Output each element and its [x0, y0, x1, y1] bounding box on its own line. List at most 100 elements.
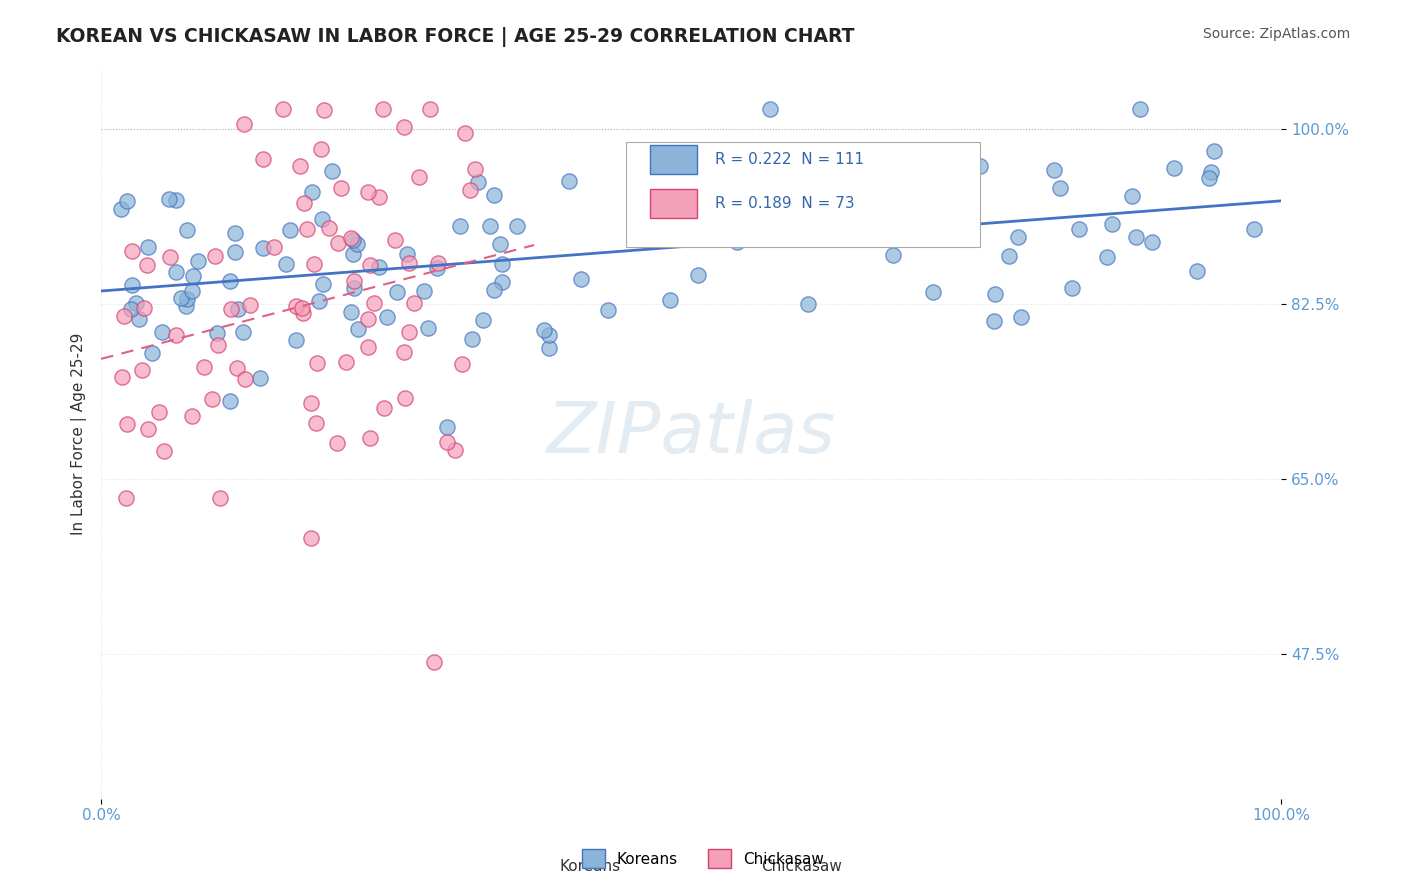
- Text: ZIPatlas: ZIPatlas: [547, 399, 835, 468]
- Point: [478, 219, 501, 233]
- Point: [797, 297, 820, 311]
- Point: [110, 202, 132, 217]
- Point: [252, 152, 274, 166]
- Point: [423, 655, 446, 669]
- Point: [131, 363, 153, 377]
- Point: [458, 183, 481, 197]
- Point: [207, 338, 229, 352]
- Point: [339, 305, 361, 319]
- FancyBboxPatch shape: [626, 142, 980, 247]
- Point: [224, 227, 246, 241]
- Point: [359, 431, 381, 445]
- Point: [180, 285, 202, 299]
- Point: [363, 296, 385, 310]
- Point: [921, 285, 943, 299]
- Point: [983, 314, 1005, 328]
- Point: [339, 231, 361, 245]
- Point: [1067, 222, 1090, 236]
- Point: [153, 444, 176, 458]
- Point: [138, 240, 160, 254]
- Point: [868, 158, 890, 172]
- Y-axis label: In Labor Force | Age 25-29: In Labor Force | Age 25-29: [72, 333, 87, 535]
- Point: [759, 102, 782, 116]
- Point: [181, 268, 204, 283]
- Point: [1140, 235, 1163, 249]
- Point: [894, 171, 917, 186]
- Point: [347, 322, 370, 336]
- Point: [311, 142, 333, 156]
- Text: R = 0.222  N = 111: R = 0.222 N = 111: [714, 153, 863, 168]
- Point: [1010, 310, 1032, 325]
- Point: [278, 223, 301, 237]
- Point: [318, 221, 340, 235]
- Point: [292, 196, 315, 211]
- Point: [1243, 222, 1265, 236]
- Point: [408, 170, 430, 185]
- Text: KOREAN VS CHICKASAW IN LABOR FORCE | AGE 25-29 CORRELATION CHART: KOREAN VS CHICKASAW IN LABOR FORCE | AGE…: [56, 27, 855, 46]
- Point: [484, 188, 506, 202]
- Point: [343, 281, 366, 295]
- Point: [284, 333, 307, 347]
- Point: [335, 355, 357, 369]
- Point: [672, 184, 695, 198]
- Point: [392, 345, 415, 359]
- Point: [1042, 163, 1064, 178]
- Point: [276, 256, 298, 270]
- Point: [377, 310, 399, 325]
- Point: [342, 234, 364, 248]
- Point: [233, 117, 256, 131]
- Point: [569, 272, 592, 286]
- Point: [1198, 170, 1220, 185]
- Point: [326, 236, 349, 251]
- Point: [449, 219, 471, 234]
- Legend: Koreans, Chickasaw: Koreans, Chickasaw: [574, 841, 832, 875]
- Point: [356, 340, 378, 354]
- Point: [394, 391, 416, 405]
- Point: [725, 235, 748, 250]
- Point: [671, 215, 693, 229]
- Point: [302, 257, 325, 271]
- Point: [121, 244, 143, 258]
- Point: [1163, 161, 1185, 175]
- Point: [136, 258, 159, 272]
- Point: [297, 221, 319, 235]
- Point: [371, 102, 394, 116]
- Point: [998, 249, 1021, 263]
- Point: [848, 211, 870, 226]
- Point: [454, 126, 477, 140]
- Point: [204, 249, 226, 263]
- Point: [1060, 281, 1083, 295]
- Point: [233, 372, 256, 386]
- Point: [636, 167, 658, 181]
- Point: [125, 296, 148, 310]
- Point: [150, 325, 173, 339]
- Point: [308, 293, 330, 308]
- Point: [657, 171, 679, 186]
- Point: [1202, 145, 1225, 159]
- Point: [291, 305, 314, 319]
- Point: [224, 245, 246, 260]
- Point: [471, 313, 494, 327]
- Point: [686, 268, 709, 282]
- Point: [1049, 181, 1071, 195]
- Point: [533, 323, 555, 337]
- Point: [263, 240, 285, 254]
- Point: [419, 102, 441, 116]
- Point: [395, 247, 418, 261]
- Point: [134, 301, 156, 316]
- Point: [444, 442, 467, 457]
- Point: [392, 120, 415, 134]
- Point: [301, 185, 323, 199]
- Point: [910, 189, 932, 203]
- Point: [314, 103, 336, 117]
- Point: [426, 261, 449, 276]
- Point: [249, 371, 271, 385]
- Point: [1129, 102, 1152, 116]
- Point: [356, 185, 378, 199]
- Point: [846, 186, 869, 201]
- Point: [157, 192, 180, 206]
- Point: [804, 183, 827, 197]
- Point: [219, 274, 242, 288]
- Point: [141, 346, 163, 360]
- Point: [412, 284, 434, 298]
